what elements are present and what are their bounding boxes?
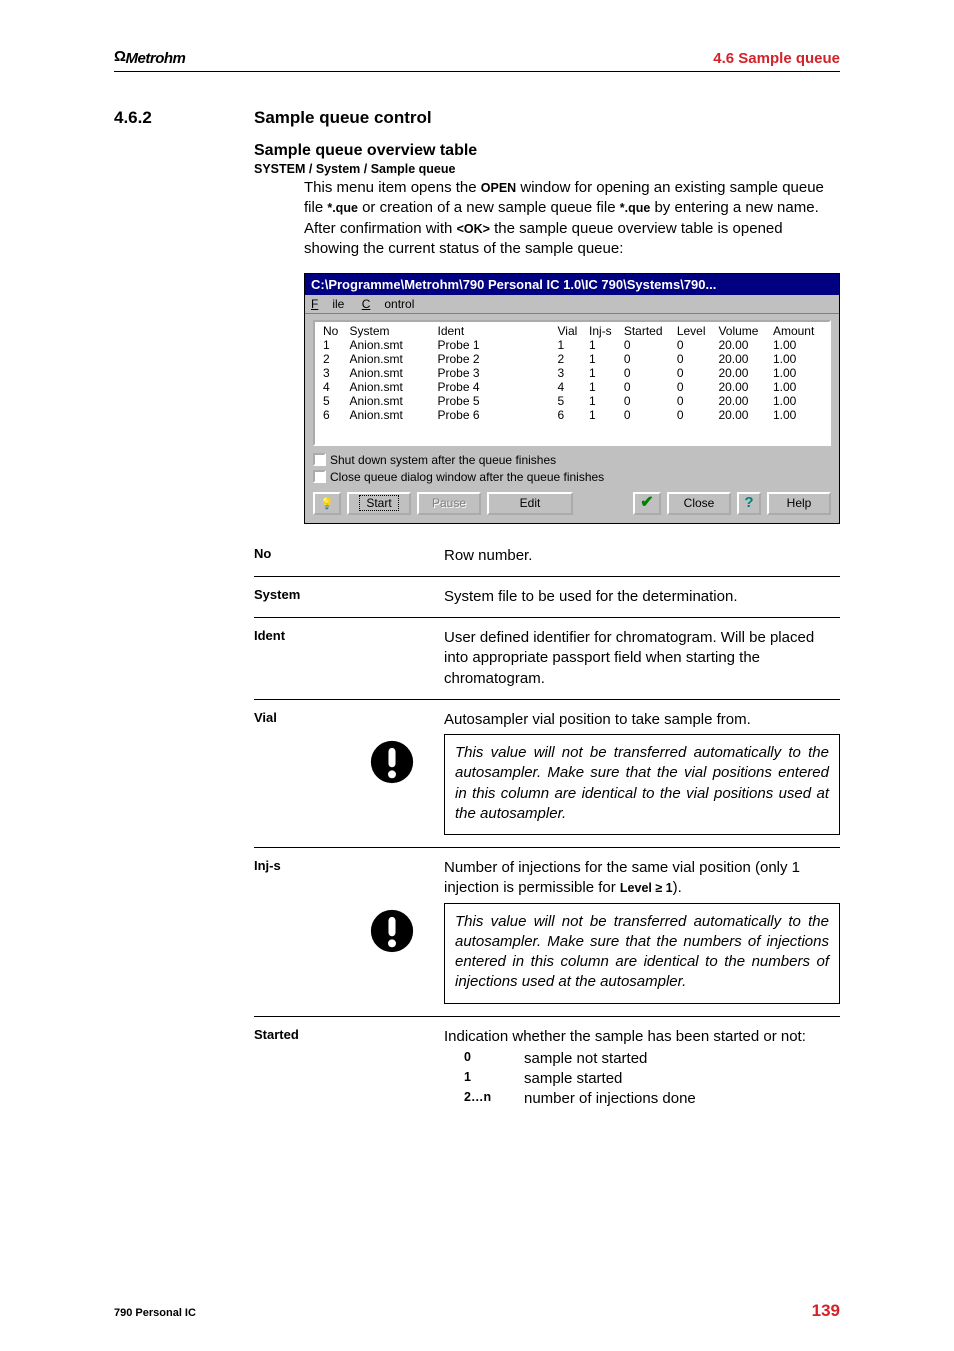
def-system-text: System file to be used for the determina… (444, 583, 840, 611)
queue-table-row[interactable]: 5Anion.smtProbe 5510020.001.00 (319, 394, 825, 408)
help-button[interactable]: Help (767, 492, 831, 515)
def-injs-text: Number of injections for the same vial p… (444, 854, 840, 903)
help-icon-button[interactable]: ? (737, 492, 761, 515)
queue-table-header: No System Ident Vial Inj-s Started Level… (319, 324, 825, 338)
check-shutdown[interactable]: Shut down system after the queue finishe… (313, 452, 831, 469)
section-number: 4.6.2 (114, 108, 254, 128)
window-menubar: File Control (305, 295, 839, 314)
menu-file[interactable]: File (311, 297, 344, 311)
def-no-text: Row number. (444, 542, 840, 570)
sample-queue-window: C:\Programme\Metrohm\790 Personal IC 1.0… (304, 273, 840, 524)
queue-table-row[interactable]: 1Anion.smtProbe 1110020.001.00 (319, 338, 825, 352)
vial-warning-box: This value will not be transferred autom… (444, 734, 840, 835)
window-titlebar: C:\Programme\Metrohm\790 Personal IC 1.0… (305, 274, 839, 295)
warning-icon (370, 740, 414, 784)
def-started-text: Indication whether the sample has been s… (444, 1023, 840, 1114)
menu-path: SYSTEM / System / Sample queue (254, 162, 840, 176)
menu-control[interactable]: Control (362, 297, 415, 311)
injs-warning-box: This value will not be transferred autom… (444, 903, 840, 1004)
footer-page-number: 139 (812, 1301, 840, 1321)
def-no-label: No (254, 542, 444, 561)
started-list-item: 0sample not started (464, 1049, 840, 1069)
queue-table: No System Ident Vial Inj-s Started Level… (313, 320, 831, 446)
brand-logo: ΩMetrohm (114, 50, 185, 67)
confirm-icon-button[interactable]: ✔ (633, 492, 661, 515)
warning-icon (370, 909, 414, 953)
subsection-title: Sample queue overview table (254, 142, 840, 160)
def-ident-text: User defined identifier for chromatogram… (444, 624, 840, 693)
bulb-button[interactable]: 💡 (313, 492, 341, 515)
def-vial-text: Autosampler vial position to take sample… (444, 706, 840, 734)
footer-product: 790 Personal IC (114, 1307, 196, 1319)
intro-paragraph: This menu item opens the OPEN window for… (304, 178, 840, 259)
def-vial-label: Vial (254, 706, 444, 725)
queue-table-row[interactable]: 4Anion.smtProbe 4410020.001.00 (319, 380, 825, 394)
injs-warning-text: This value will not be transferred autom… (455, 912, 829, 993)
pause-button[interactable]: Pause (417, 492, 481, 515)
page-footer: 790 Personal IC 139 (114, 1301, 840, 1321)
def-ident-label: Ident (254, 624, 444, 643)
close-button[interactable]: Close (667, 492, 731, 515)
section-title: Sample queue control (254, 108, 432, 128)
vial-warning-text: This value will not be transferred autom… (455, 743, 829, 824)
header-section-ref: 4.6 Sample queue (713, 50, 840, 67)
started-list-item: 1sample started (464, 1069, 840, 1089)
def-injs-label: Inj-s (254, 854, 444, 873)
section-heading: 4.6.2 Sample queue control (114, 108, 840, 128)
start-button[interactable]: Start (347, 492, 411, 515)
page-header: ΩMetrohm 4.6 Sample queue (114, 50, 840, 72)
check-close-dialog[interactable]: Close queue dialog window after the queu… (313, 469, 831, 486)
queue-table-row[interactable]: 2Anion.smtProbe 2210020.001.00 (319, 352, 825, 366)
started-list-item: 2…nnumber of injections done (464, 1089, 840, 1109)
queue-table-row[interactable]: 6Anion.smtProbe 6610020.001.00 (319, 408, 825, 422)
queue-table-row[interactable]: 3Anion.smtProbe 3310020.001.00 (319, 366, 825, 380)
def-system-label: System (254, 583, 444, 602)
edit-button[interactable]: Edit (487, 492, 573, 515)
def-started-label: Started (254, 1023, 444, 1042)
field-definitions: No Row number. System System file to be … (254, 542, 840, 1114)
